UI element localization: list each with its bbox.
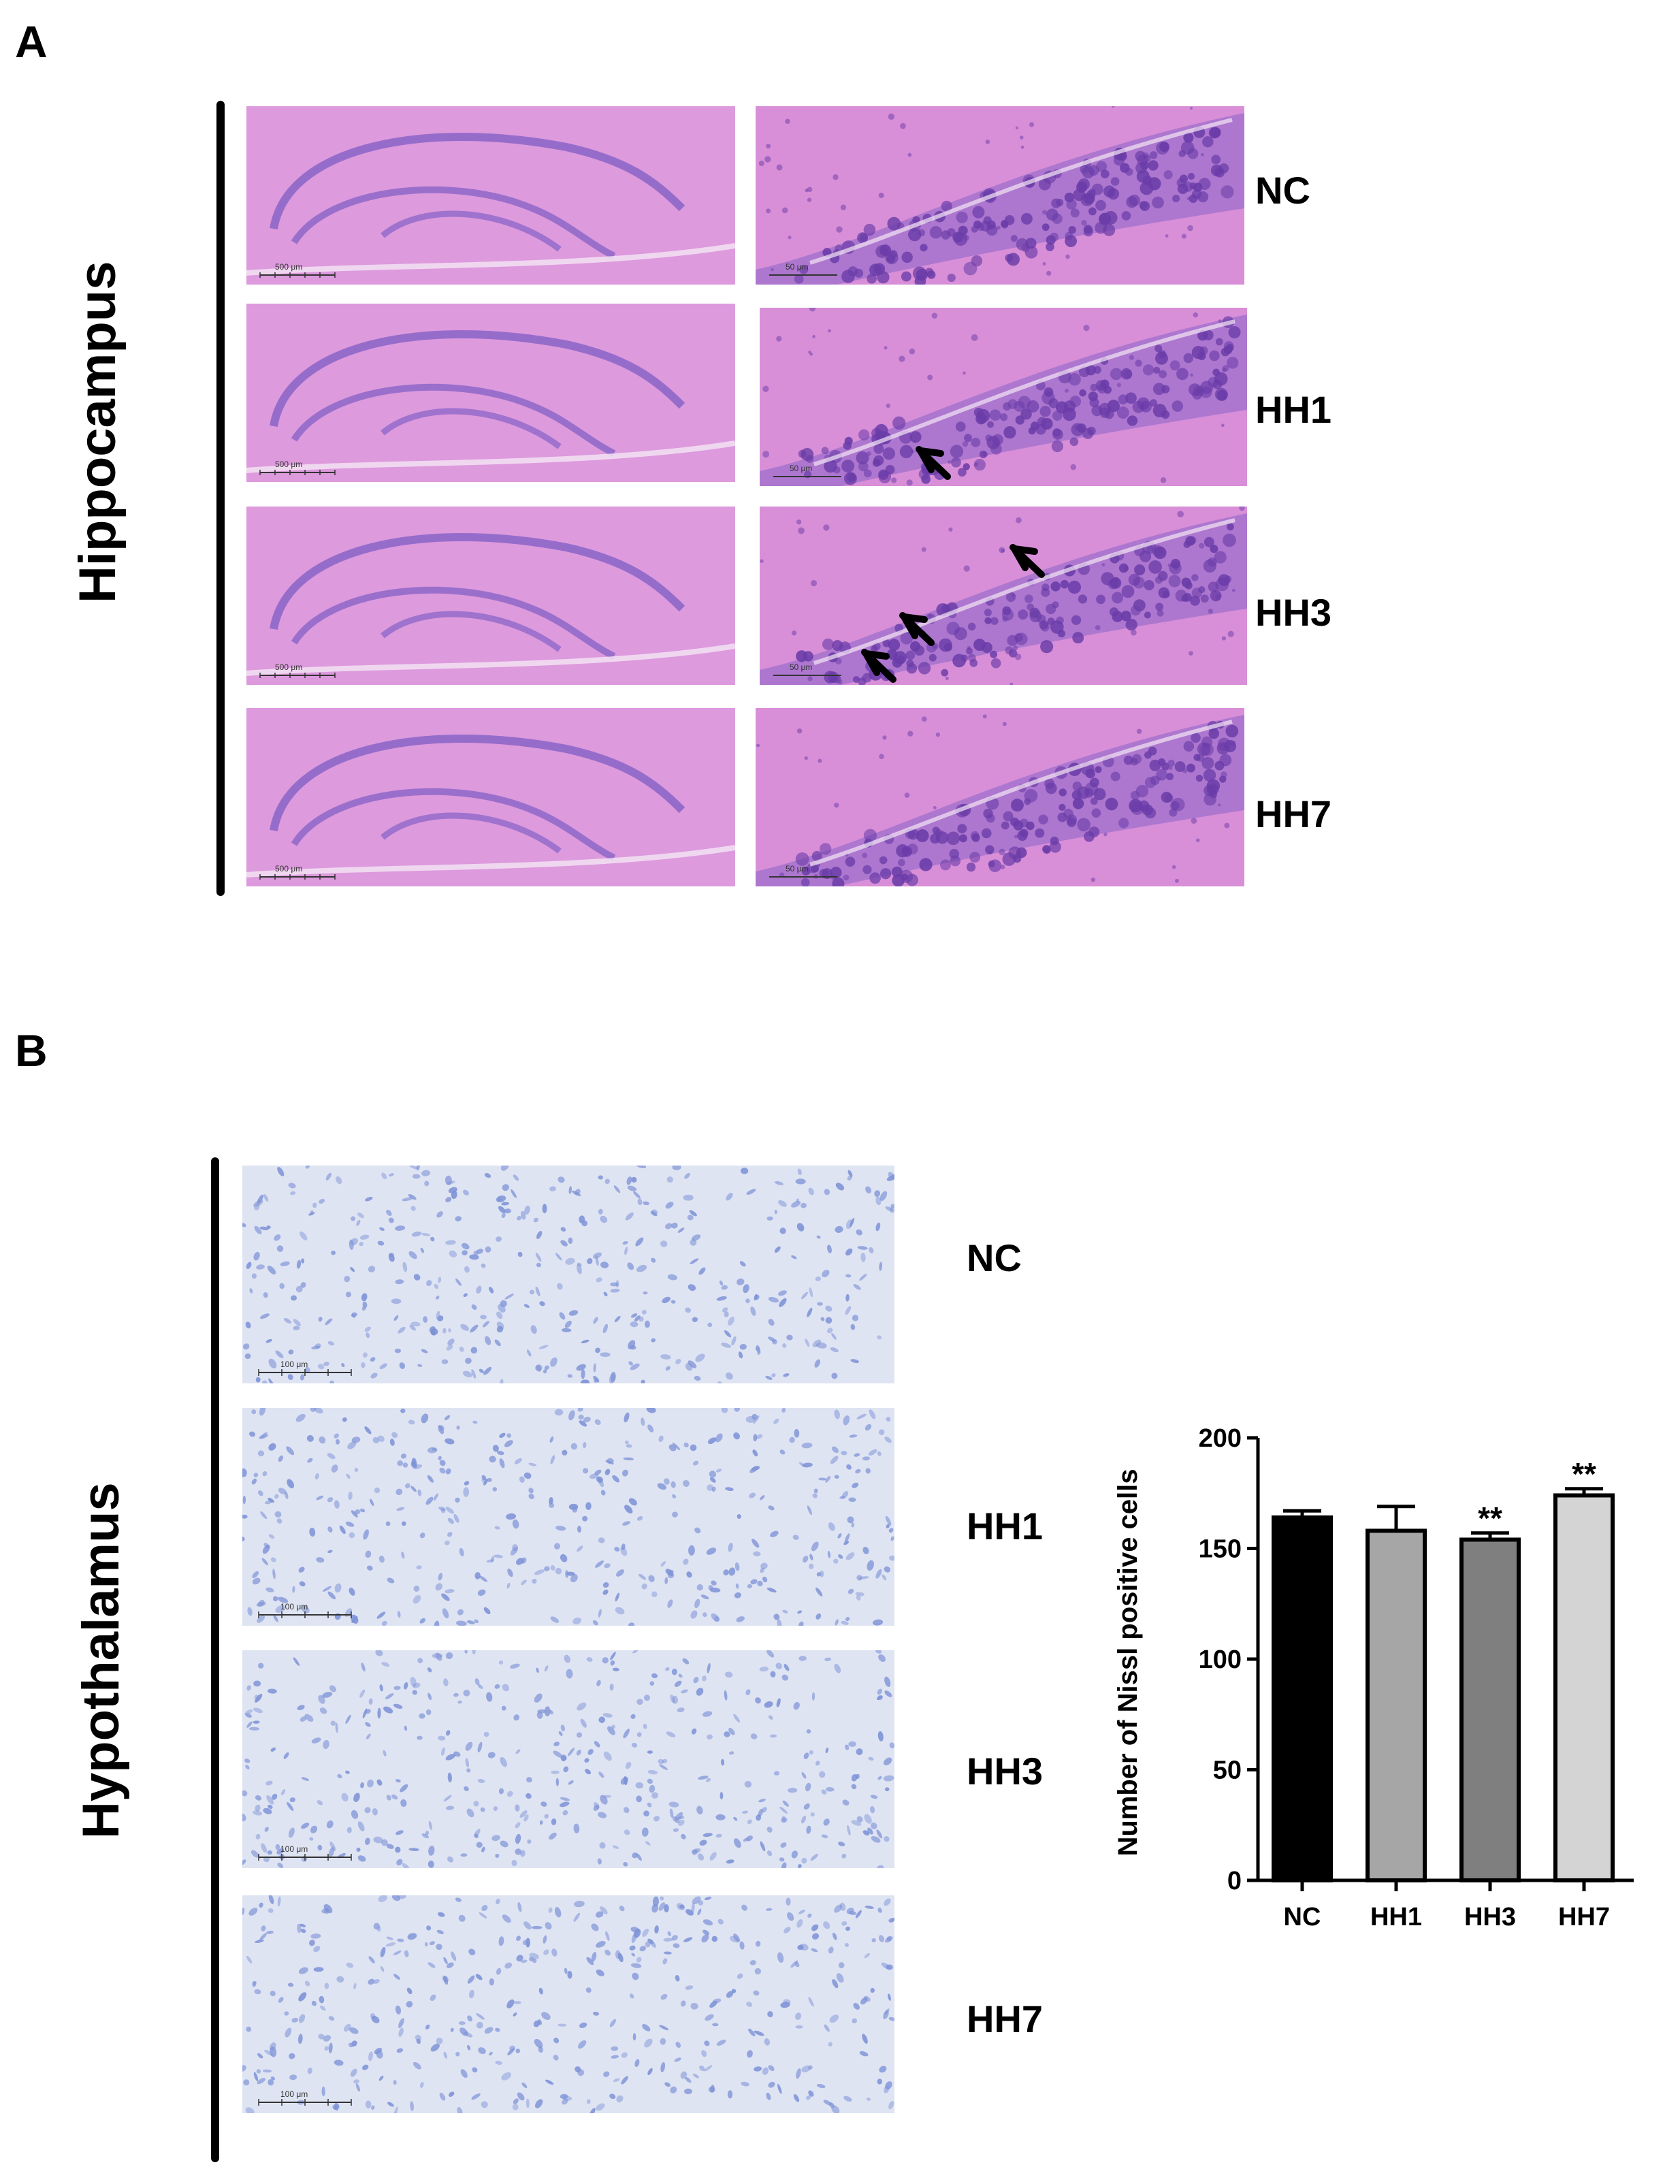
hippocampus-hh7-high-image: 50 μm bbox=[756, 708, 1244, 886]
scale-bar: 500 μm bbox=[259, 662, 336, 678]
hippocampus-hh3-high-image: 50 μm bbox=[760, 507, 1247, 685]
nissl-bar-chart: 0 50 100 150 200 NC HH1 HH3 HH7 ** ** Number of N… bbox=[1113, 1424, 1634, 1931]
scale-bar: 500 μm bbox=[259, 460, 336, 475]
chart-bars: ** ** bbox=[1272, 1456, 1615, 1882]
scale-bar-label: 50 μm bbox=[786, 864, 809, 873]
hippocampus-group-label-hh1: HH1 bbox=[1255, 388, 1332, 431]
x-tick-label: HH1 bbox=[1370, 1903, 1422, 1931]
scale-bar: 100 μm bbox=[258, 1602, 352, 1618]
significance-label: ** bbox=[1572, 1456, 1596, 1492]
scale-bar: 500 μm bbox=[259, 864, 336, 880]
scale-bar-label: 500 μm bbox=[275, 262, 302, 272]
y-tick-label: 50 bbox=[1213, 1756, 1242, 1785]
hippocampus-nc-high-image: 50 μm bbox=[756, 106, 1244, 285]
y-tick-label: 0 bbox=[1227, 1867, 1242, 1895]
hippocampus-hh1-low-image: 500 μm bbox=[246, 304, 735, 482]
scale-bar: 100 μm bbox=[258, 1844, 352, 1861]
significance-label: ** bbox=[1478, 1500, 1502, 1536]
scale-bar: 50 μm bbox=[773, 662, 841, 676]
arrow-icon bbox=[899, 612, 935, 646]
scale-bar-label: 500 μm bbox=[275, 864, 302, 873]
scale-bar-label: 50 μm bbox=[786, 262, 809, 272]
x-tick-label: NC bbox=[1284, 1903, 1321, 1931]
hypothalamus-group-label-hh7: HH7 bbox=[967, 1997, 1044, 2040]
panel-b-letter: B bbox=[15, 1025, 48, 1076]
panel-a-arrow-overlay bbox=[861, 446, 1045, 683]
chart-y-axis-label: Number of Nissl positive cells bbox=[1113, 1468, 1143, 1856]
panel-b-bracket bbox=[211, 1157, 219, 2162]
hippocampus-group-label-hh7: HH7 bbox=[1255, 792, 1332, 835]
hippocampus-hh1-high-image: 50 μm bbox=[760, 308, 1247, 486]
panel-b-region-label: Hypothalamus bbox=[72, 1482, 130, 1839]
scale-bar-label: 100 μm bbox=[280, 1360, 308, 1369]
y-tick-label: 100 bbox=[1199, 1645, 1242, 1674]
bar-hh1 bbox=[1366, 1528, 1427, 1882]
hypothalamus-hh1-image: 100 μm bbox=[242, 1408, 894, 1626]
hippocampus-nc-low-image: 500 μm bbox=[246, 106, 735, 285]
x-tick-label: HH7 bbox=[1558, 1903, 1610, 1931]
hippocampus-hh3-low-image: 500 μm bbox=[246, 507, 735, 685]
hypothalamus-hh3-image: 100 μm bbox=[242, 1650, 894, 1868]
hypothalamus-group-label-hh1: HH1 bbox=[967, 1505, 1044, 1547]
bar-hh7 bbox=[1553, 1493, 1615, 1882]
scale-bar: 50 μm bbox=[769, 864, 837, 878]
hippocampus-group-label-nc: NC bbox=[1255, 169, 1310, 212]
arrow-icon bbox=[1009, 544, 1045, 578]
scale-bar: 100 μm bbox=[258, 2089, 352, 2106]
hippocampus-hh7-low-image: 500 μm bbox=[246, 708, 735, 886]
arrow-icon bbox=[916, 446, 951, 480]
scale-bar: 50 μm bbox=[769, 262, 837, 276]
arrow-icon bbox=[861, 649, 896, 683]
scale-bar-label: 100 μm bbox=[280, 1844, 308, 1854]
bar-nc bbox=[1272, 1515, 1333, 1882]
hippocampus-group-label-hh3: HH3 bbox=[1255, 591, 1332, 634]
y-tick-label: 150 bbox=[1199, 1535, 1242, 1564]
scale-bar: 100 μm bbox=[258, 1360, 352, 1376]
x-tick-label: HH3 bbox=[1464, 1903, 1516, 1931]
scale-bar-label: 100 μm bbox=[280, 2089, 308, 2099]
scale-bar: 500 μm bbox=[259, 262, 336, 278]
scale-bar-label: 50 μm bbox=[790, 464, 812, 473]
hypothalamus-nc-image: 100 μm bbox=[242, 1166, 894, 1383]
scale-bar-label: 500 μm bbox=[275, 460, 302, 469]
scale-bar: 50 μm bbox=[773, 464, 841, 477]
scale-bar-label: 500 μm bbox=[275, 662, 302, 672]
scale-bar-label: 100 μm bbox=[280, 1602, 308, 1611]
hypothalamus-hh7-image: 100 μm bbox=[242, 1895, 894, 2113]
hypothalamus-group-label-nc: NC bbox=[967, 1236, 1022, 1279]
y-tick-label: 200 bbox=[1199, 1424, 1242, 1453]
panel-a-bracket bbox=[216, 101, 225, 896]
hypothalamus-group-label-hh3: HH3 bbox=[967, 1750, 1044, 1793]
panel-a-letter: A bbox=[15, 16, 48, 67]
scale-bar-label: 50 μm bbox=[790, 662, 812, 672]
bar-hh3 bbox=[1459, 1537, 1521, 1882]
